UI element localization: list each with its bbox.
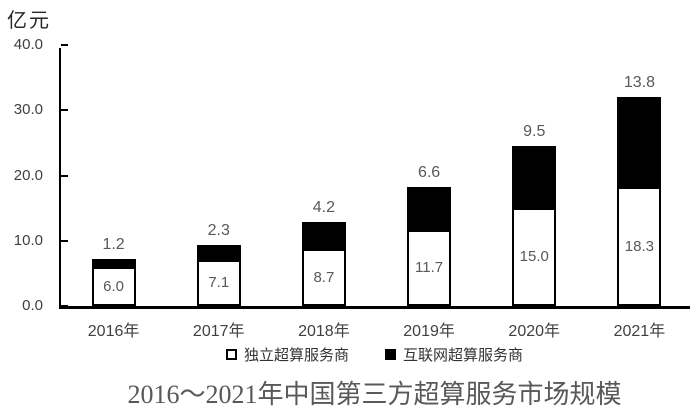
bar-value-label-internet: 13.8 <box>623 74 655 91</box>
y-axis-tick <box>61 305 68 307</box>
bar-segment-independent <box>196 260 241 306</box>
bar-value-label-internet: 6.6 <box>417 164 441 181</box>
bar-value-label-internet: 9.5 <box>523 123 546 140</box>
bar-segment-independent <box>91 267 136 306</box>
bar-segment-independent <box>512 208 557 306</box>
y-axis-tick-label: 20.0 <box>13 166 43 184</box>
legend-item: 互联网超算服务商 <box>385 344 523 365</box>
legend-label: 独立超算服务商 <box>243 347 349 364</box>
legend-swatch-black <box>385 349 396 360</box>
legend-label: 互联网超算服务商 <box>403 347 524 364</box>
bar-value-label-independent: 18.3 <box>624 237 654 255</box>
bar-segment-independent <box>617 187 662 306</box>
bar-segment-internet <box>512 146 557 208</box>
bar-group: 8.7 4.2 <box>301 199 346 306</box>
bar-segment-internet <box>407 187 452 230</box>
y-axis-tick-label: 40.0 <box>13 36 43 53</box>
bar-group: 6.0 1.2 <box>91 236 136 306</box>
bar-value-label-independent: 11.7 <box>415 259 444 276</box>
bar-segment-independent <box>301 249 346 306</box>
y-axis-tick <box>61 174 68 177</box>
chart-title: 2016～2021年中国第三方超算服务市场规模 <box>127 380 622 409</box>
plot-area: 0.0 10.0 20.0 30.0 40.0 6.0 1.2 2016年 7.1 2.3 2017… <box>14 36 690 340</box>
legend-swatch-white <box>225 349 237 360</box>
bar-value-label-internet: 1.2 <box>102 236 125 253</box>
bar-value-label-internet: 2.3 <box>207 222 230 239</box>
y-axis-tick-label: 0.0 <box>22 297 43 314</box>
x-axis-category-label: 2019年 <box>403 323 455 340</box>
bar-value-label-independent: 15.0 <box>519 248 549 265</box>
x-axis-category-label: 2016年 <box>87 323 140 340</box>
bar-value-label-internet: 4.2 <box>312 199 336 216</box>
y-axis-tick <box>61 44 68 46</box>
x-axis-category-label: 2020年 <box>508 323 561 340</box>
y-axis-tick <box>61 109 68 112</box>
bar-value-label-independent: 8.7 <box>313 268 335 286</box>
bar-segment-internet <box>301 222 346 249</box>
y-axis-tick-label: 30.0 <box>13 101 43 119</box>
y-axis-tick <box>61 239 68 242</box>
legend: 独立超算服务商 互联网超算服务商 <box>59 344 690 365</box>
bar-group: 11.7 6.6 <box>407 164 452 306</box>
bar-group: 15.0 9.5 <box>512 123 557 306</box>
y-axis-tick-label: 10.0 <box>13 231 43 249</box>
bar-value-label-independent: 7.1 <box>208 274 230 291</box>
x-axis-category-label: 2021年 <box>613 323 666 340</box>
bar-group: 7.1 2.3 <box>196 222 241 306</box>
x-axis-category-label: 2017年 <box>192 323 245 340</box>
legend-item: 独立超算服务商 <box>225 344 349 365</box>
bar-value-label-independent: 6.0 <box>103 277 124 295</box>
x-axis-category-label: 2018年 <box>298 323 350 340</box>
bar-segment-internet <box>91 259 136 267</box>
bar-segment-internet <box>196 245 241 260</box>
bar-segment-independent <box>407 230 452 306</box>
y-axis-unit-label: 亿元 <box>7 10 51 32</box>
bar-group: 18.3 13.8 <box>617 74 662 306</box>
bar-segment-internet <box>617 97 662 187</box>
